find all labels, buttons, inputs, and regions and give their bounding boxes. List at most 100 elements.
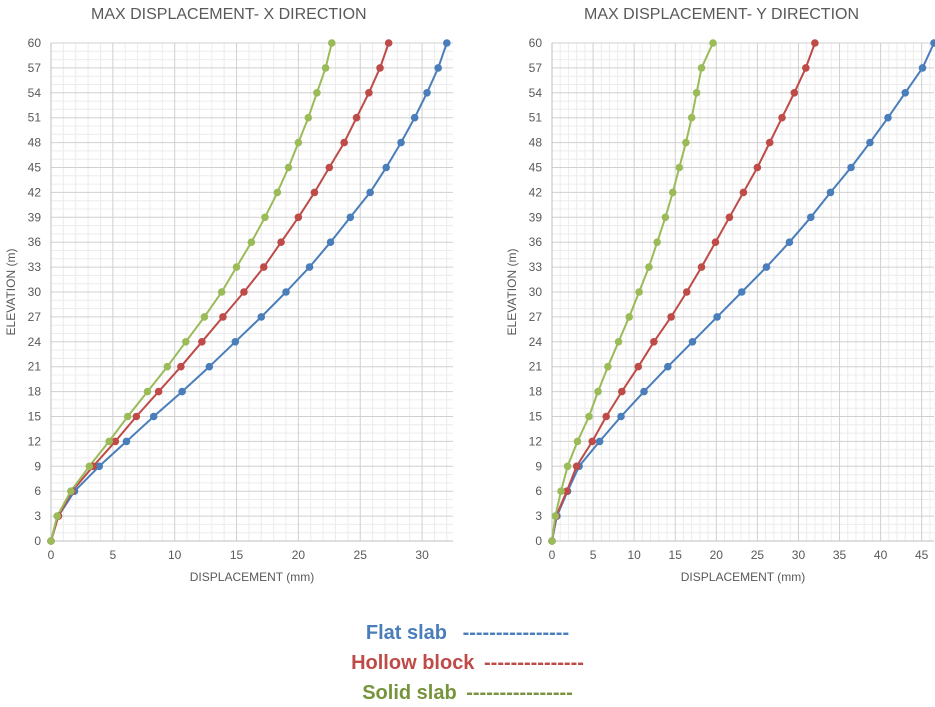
chart-y-point-flat-slab xyxy=(713,313,721,321)
chart-x-point-hollow-block xyxy=(154,387,163,396)
chart-y-point-solid-slab xyxy=(625,313,634,321)
chart-y-x-tick-label: 10 xyxy=(627,548,641,562)
chart-y-y-tick-label: 48 xyxy=(529,136,543,150)
chart-y-point-hollow-block xyxy=(650,338,658,346)
chart-x-point-flat-slab xyxy=(257,313,266,321)
chart-x-point-hollow-block xyxy=(240,288,248,296)
chart-y-y-tick-label: 27 xyxy=(529,310,543,324)
chart-x-point-solid-slab xyxy=(273,188,282,197)
chart-x-y-tick-label: 3 xyxy=(34,509,41,523)
chart-y-x-tick-label: 20 xyxy=(710,548,724,562)
chart-x-point-hollow-block xyxy=(111,437,120,446)
chart-y-point-solid-slab xyxy=(585,412,593,421)
chart-x-point-flat-slab xyxy=(397,138,405,147)
chart-y-x-tick-label: 45 xyxy=(915,548,929,562)
chart-y-point-flat-slab xyxy=(617,412,625,421)
chart-x-x-tick-label: 10 xyxy=(168,548,182,562)
chart-y-point-solid-slab xyxy=(563,462,572,471)
chart-x-point-flat-slab xyxy=(178,387,186,396)
chart-y-x-axis-title: DISPLACEMENT (mm) xyxy=(681,570,805,584)
chart-y-point-hollow-block xyxy=(572,462,581,471)
chart-y-point-solid-slab xyxy=(573,437,582,446)
chart-x-x-tick-label: 5 xyxy=(110,548,117,562)
chart-x-point-flat-slab xyxy=(366,188,374,197)
chart-x-point-hollow-block xyxy=(177,362,185,371)
chart-y-x-tick-label: 0 xyxy=(549,548,556,562)
chart-x-x-tick-label: 25 xyxy=(354,548,368,562)
chart-x-point-solid-slab xyxy=(66,487,75,496)
chart-y-point-hollow-block xyxy=(602,412,611,421)
chart-x-y-tick-label: 54 xyxy=(28,86,42,100)
chart-y-y-tick-label: 42 xyxy=(529,185,543,199)
chart-x-point-solid-slab xyxy=(123,412,132,421)
chart-x-point-hollow-block xyxy=(294,213,303,222)
chart-y-point-solid-slab xyxy=(653,238,661,246)
chart-x-y-tick-label: 30 xyxy=(28,285,42,299)
chart-x-point-flat-slab xyxy=(326,238,335,246)
chart-y-x-tick-label: 5 xyxy=(590,548,597,562)
chart-x-y-tick-label: 0 xyxy=(34,534,41,548)
chart-x-point-flat-slab xyxy=(443,39,451,47)
chart-y-point-hollow-block xyxy=(682,288,691,296)
chart-x-y-tick-label: 36 xyxy=(28,235,42,249)
chart-x-point-hollow-block xyxy=(384,39,393,47)
chart-x-y-tick-label: 12 xyxy=(28,434,42,448)
chart-y-point-hollow-block xyxy=(588,437,597,446)
chart-x-point-solid-slab xyxy=(327,39,336,47)
legend-solid-slab: Solid slab ---------------- xyxy=(0,682,935,705)
chart-x-point-hollow-block xyxy=(259,263,268,271)
chart-y-point-solid-slab xyxy=(594,387,602,396)
legend-solid-slab-dashes: ---------------- xyxy=(466,682,573,704)
chart-y-point-flat-slab xyxy=(826,188,835,197)
chart-y-point-hollow-block xyxy=(618,387,626,396)
chart-y-point-solid-slab xyxy=(682,138,690,147)
legend-flat-slab: Flat slab ---------------- xyxy=(0,622,935,645)
chart-y-point-solid-slab xyxy=(692,89,701,97)
chart-y-y-tick-label: 36 xyxy=(529,235,543,249)
chart-x-point-solid-slab xyxy=(105,437,113,446)
chart-x-point-solid-slab xyxy=(247,238,256,246)
chart-y-y-tick-label: 54 xyxy=(529,86,543,100)
chart-y-point-hollow-block xyxy=(739,188,748,197)
chart-x-point-solid-slab xyxy=(321,64,330,72)
chart-x-point-flat-slab xyxy=(122,437,131,446)
chart-x-point-solid-slab xyxy=(232,263,241,271)
chart-x-point-solid-slab xyxy=(304,113,313,122)
chart-x-point-hollow-block xyxy=(325,163,334,172)
chart-x-point-solid-slab xyxy=(143,387,152,396)
chart-x-x-tick-label: 20 xyxy=(292,548,306,562)
chart-title-y: MAX DISPLACEMENT- Y DIRECTION xyxy=(584,6,860,23)
chart-x-y-axis-title: ELEVATION (m) xyxy=(4,249,18,336)
chart-y-point-solid-slab xyxy=(557,487,565,496)
chart-y-point-flat-slab xyxy=(847,163,855,172)
chart-y-x-tick-label: 40 xyxy=(874,548,888,562)
chart-x-point-flat-slab xyxy=(231,338,240,346)
chart-y-y-tick-label: 30 xyxy=(529,285,543,299)
chart-y-point-flat-slab xyxy=(640,387,648,396)
chart-y-y-tick-label: 57 xyxy=(529,61,543,75)
chart-y-point-solid-slab xyxy=(661,213,670,222)
chart-y-point-hollow-block xyxy=(811,39,819,47)
legend-hollow-block: Hollow block --------------- xyxy=(0,652,935,675)
chart-x-point-flat-slab xyxy=(305,263,314,271)
chart-x-point-hollow-block xyxy=(310,188,319,197)
chart-x-y-tick-label: 45 xyxy=(28,161,42,175)
chart-x-y-tick-label: 15 xyxy=(28,410,42,424)
chart-y-point-flat-slab xyxy=(884,113,892,122)
chart-y-point-flat-slab xyxy=(866,138,874,147)
legend-hollow-block-dashes: --------------- xyxy=(484,652,584,674)
chart-x-y-tick-label: 24 xyxy=(28,335,42,349)
chart-x-point-hollow-block xyxy=(219,313,227,321)
legend-flat-slab-dashes: ---------------- xyxy=(462,622,570,644)
chart-x-point-solid-slab xyxy=(284,163,293,172)
chart-y-point-flat-slab xyxy=(785,238,794,246)
chart-y-y-tick-label: 51 xyxy=(529,111,543,125)
chart-y-point-hollow-block xyxy=(634,362,643,371)
chart-y-y-tick-label: 15 xyxy=(529,410,543,424)
chart-x-y-tick-label: 27 xyxy=(28,310,42,324)
chart-x-point-flat-slab xyxy=(434,64,442,72)
chart-x-y-tick-label: 21 xyxy=(28,360,42,374)
chart-y-point-solid-slab xyxy=(614,338,623,346)
chart-x-point-solid-slab xyxy=(294,138,303,147)
